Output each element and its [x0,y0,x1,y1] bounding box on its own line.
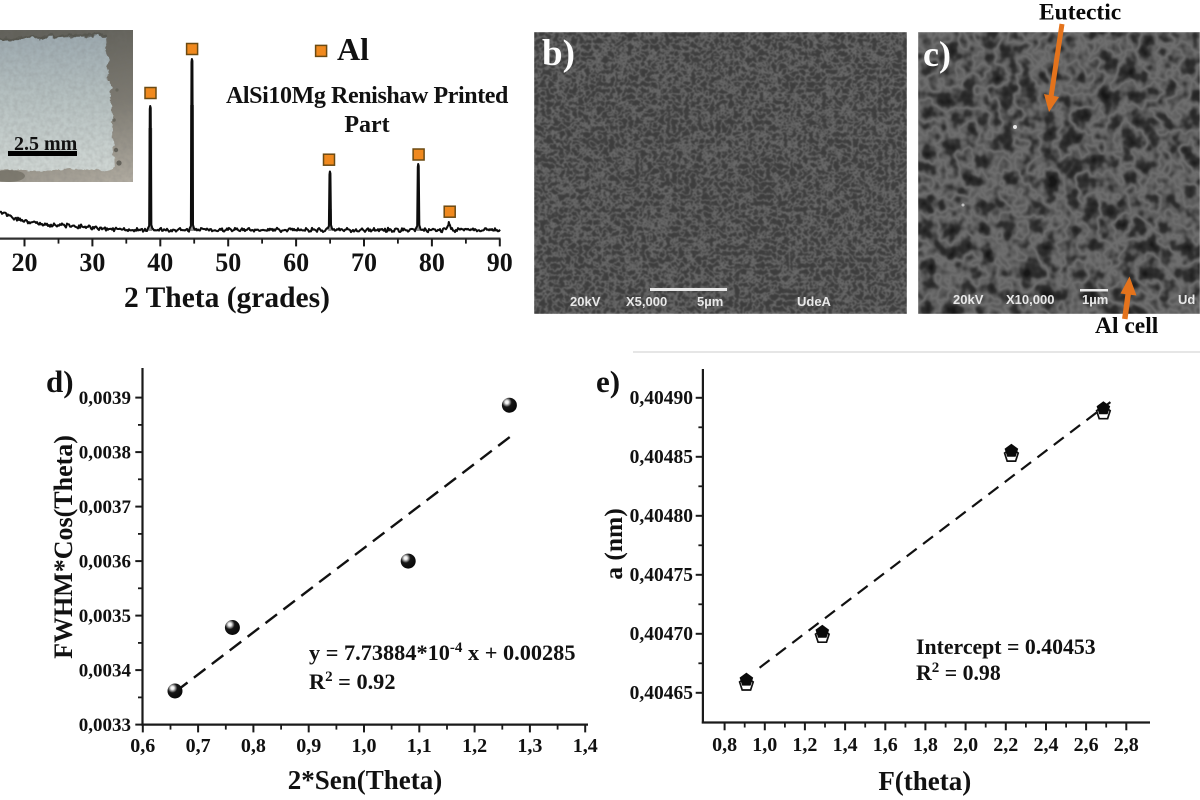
svg-text:0,40480: 0,40480 [630,506,693,527]
svg-text:0,40465: 0,40465 [630,683,694,704]
svg-text:80: 80 [419,248,445,277]
svg-text:0,40485: 0,40485 [630,447,694,468]
svg-text:0,0037: 0,0037 [79,497,132,518]
svg-text:R2 = 0.92: R2 = 0.92 [309,669,395,694]
svg-text:c): c) [923,34,951,74]
svg-text:R2 = 0.98: R2 = 0.98 [916,660,1001,685]
svg-text:5µm: 5µm [697,294,723,309]
svg-text:a (nm): a (nm) [599,508,628,580]
svg-text:0,8: 0,8 [712,734,737,756]
svg-text:y = 7.73884*10-4 x + 0.00285: y = 7.73884*10-4 x + 0.00285 [309,640,575,665]
svg-text:2,0: 2,0 [953,734,978,756]
svg-text:0,7: 0,7 [186,735,211,757]
svg-text:UdeA: UdeA [797,294,832,309]
svg-text:d): d) [46,364,74,399]
svg-text:0,0035: 0,0035 [79,606,131,627]
svg-text:0,0034: 0,0034 [79,660,132,681]
svg-text:2,8: 2,8 [1114,734,1139,756]
svg-text:X5,000: X5,000 [626,294,667,309]
svg-text:40: 40 [147,248,173,277]
svg-text:1,2: 1,2 [792,734,817,756]
svg-text:0,0033: 0,0033 [79,715,131,736]
svg-text:1,8: 1,8 [913,734,938,756]
svg-text:Part: Part [344,112,389,138]
svg-text:b): b) [542,33,575,74]
svg-text:0,0038: 0,0038 [79,442,131,463]
svg-text:1,3: 1,3 [517,735,542,757]
svg-text:0,9: 0,9 [296,735,321,757]
svg-text:0,0036: 0,0036 [79,551,131,572]
svg-text:1,2: 1,2 [462,735,487,757]
svg-text:0,6: 0,6 [130,735,155,757]
svg-text:1,4: 1,4 [833,734,858,756]
svg-text:0,40490: 0,40490 [630,388,693,409]
svg-text:70: 70 [351,248,377,277]
svg-text:20kV: 20kV [953,292,984,307]
svg-text:1,6: 1,6 [873,734,898,756]
svg-text:Al: Al [337,31,369,67]
svg-text:1,1: 1,1 [407,735,432,757]
svg-text:AlSi10Mg Renishaw Printed: AlSi10Mg Renishaw Printed [226,83,509,109]
svg-text:20kV: 20kV [570,294,601,309]
svg-text:2*Sen(Theta): 2*Sen(Theta) [288,765,443,795]
svg-text:0,40475: 0,40475 [630,565,694,586]
svg-text:1,0: 1,0 [752,734,777,756]
svg-text:30: 30 [79,248,105,277]
svg-text:0,0039: 0,0039 [79,388,131,409]
svg-text:Ud: Ud [1178,292,1195,307]
svg-text:F(theta): F(theta) [878,766,971,796]
svg-text:2 Theta (grades): 2 Theta (grades) [124,282,330,314]
svg-text:X10,000: X10,000 [1006,292,1054,307]
svg-text:90: 90 [487,248,513,277]
svg-text:2.5 mm: 2.5 mm [14,133,78,155]
svg-text:0,40470: 0,40470 [630,624,693,645]
svg-text:1,4: 1,4 [573,735,598,757]
svg-text:e): e) [596,364,620,399]
svg-text:2,6: 2,6 [1074,734,1099,756]
svg-text:Intercept = 0.40453: Intercept = 0.40453 [916,635,1096,659]
svg-text:Eutectic: Eutectic [1039,0,1121,26]
svg-text:0,8: 0,8 [241,735,266,757]
svg-text:2,4: 2,4 [1034,734,1059,756]
svg-text:2,2: 2,2 [993,734,1018,756]
svg-text:FWHM*Cos(Theta): FWHM*Cos(Theta) [49,435,78,659]
svg-text:1,0: 1,0 [352,735,377,757]
svg-text:1µm: 1µm [1082,292,1108,307]
svg-text:20: 20 [12,248,38,277]
svg-text:50: 50 [215,248,241,277]
svg-text:60: 60 [283,248,309,277]
